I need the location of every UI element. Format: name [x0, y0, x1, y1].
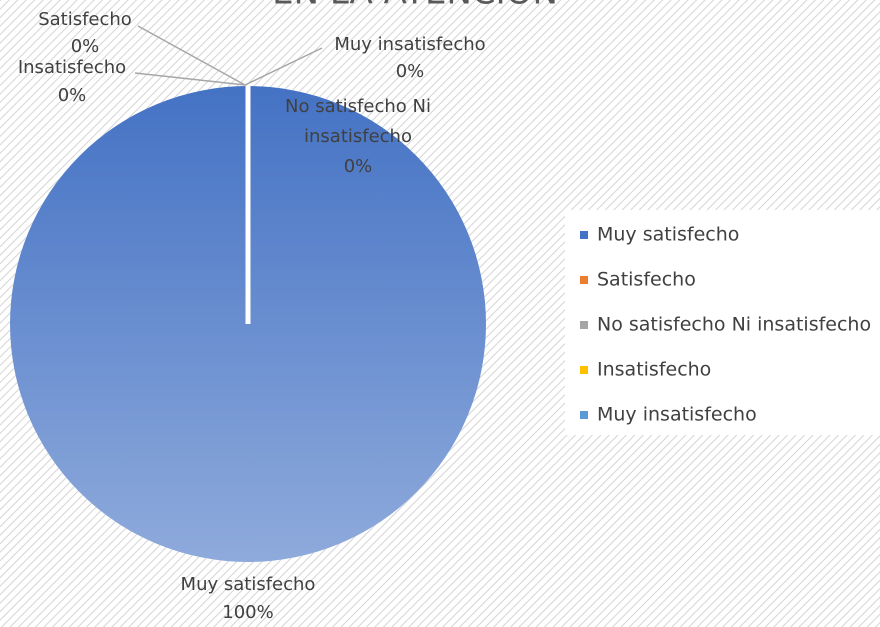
data-label-name: Insatisfecho [18, 57, 126, 78]
chart-title: EN LA ATENCIÓN [272, 0, 558, 13]
legend-label: No satisfecho Ni insatisfecho [597, 314, 871, 336]
data-label-value: 100% [222, 602, 273, 623]
data-label-value: 0% [396, 61, 425, 82]
legend-box [565, 210, 880, 435]
legend-marker [580, 231, 588, 239]
data-label-value: 0% [58, 85, 87, 106]
legend-marker [580, 321, 588, 329]
legend-label: Insatisfecho [597, 359, 711, 381]
data-label-name: Muy insatisfecho [334, 34, 485, 55]
leader-line [244, 47, 323, 86]
leader-line [134, 72, 246, 86]
data-label-value: 0% [71, 36, 100, 57]
legend-marker [580, 276, 588, 284]
legend-marker [580, 366, 588, 374]
legend-label: Muy insatisfecho [597, 404, 757, 426]
data-label-name: Satisfecho [38, 9, 132, 30]
legend-label: Satisfecho [597, 269, 696, 291]
data-label: No satisfecho Ni insatisfecho 0% [268, 92, 448, 182]
leader-line [137, 25, 246, 86]
data-label-name: No satisfecho Ni insatisfecho [285, 96, 431, 147]
legend-label: Muy satisfecho [597, 224, 739, 246]
legend-marker [580, 411, 588, 419]
data-label-value: 0% [343, 156, 373, 177]
data-label-name: Muy satisfecho [181, 574, 316, 595]
